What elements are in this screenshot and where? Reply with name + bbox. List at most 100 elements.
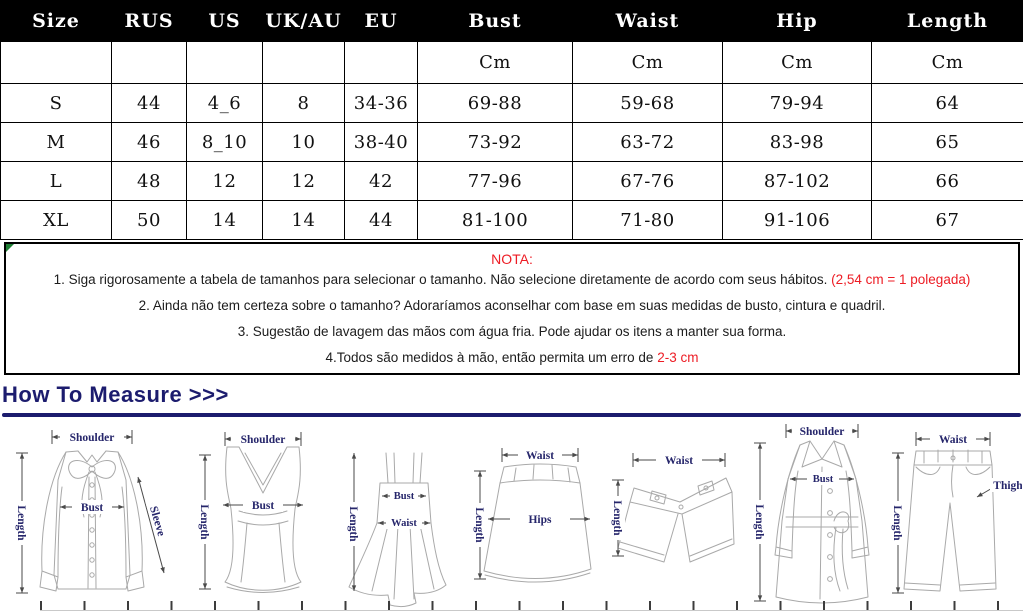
unit-cell-waist: Cm (572, 41, 723, 84)
cell: 10 (262, 122, 345, 162)
skirt-waist-label: Waist (526, 450, 554, 462)
cell: 14 (262, 200, 345, 240)
tank-shoulder-label: Shoulder (241, 434, 286, 446)
cell: 65 (871, 122, 1023, 162)
table-row-l: L 48 12 12 42 77-96 67-76 87-102 66 (0, 161, 1023, 201)
tank-top-diagram: Shoulder Length Bust (183, 427, 335, 612)
cell: 8 (262, 83, 345, 123)
measure-diagrams: Shoulder Length Bust Sleeve (0, 419, 1023, 613)
note-line-3: 3. Sugestão de lavagem das mãos com água… (237, 324, 787, 339)
table-row-xl: XL 50 14 14 44 81-100 71-80 91-106 67 (0, 200, 1023, 240)
unit-cell (111, 41, 187, 84)
col-header-ukau: UK/AU (262, 0, 345, 42)
tank-bust-label: Bust (252, 500, 275, 512)
pants-thigh-label: Thigh (993, 480, 1022, 492)
unit-cell (344, 41, 418, 84)
cell: 34-36 (344, 83, 418, 123)
note-line-4: 4.Todos são medidos à mão, então permita… (325, 350, 699, 365)
blouse-shoulder-label: Shoulder (70, 432, 115, 444)
col-header-bust: Bust (417, 0, 573, 42)
coat-diagram: Shoulder Length Bust (740, 421, 882, 613)
note-highlight: 2-3 cm (657, 350, 699, 365)
cell: XL (0, 200, 112, 240)
cell: 38-40 (344, 122, 418, 162)
cell: 81-100 (417, 200, 573, 240)
col-header-eu: EU (344, 0, 418, 42)
table-row-m: M 46 8_10 10 38-40 73-92 63-72 83-98 65 (0, 122, 1023, 162)
cell: 67-76 (572, 161, 723, 201)
tank-length-label: Length (198, 504, 210, 540)
coat-bust-label: Bust (813, 474, 834, 485)
unit-cell (186, 41, 263, 84)
cell: 91-106 (722, 200, 872, 240)
cell: L (0, 161, 112, 201)
blouse-length-label: Length (15, 505, 27, 541)
unit-cell-bust: Cm (417, 41, 573, 84)
cell: 42 (344, 161, 418, 201)
cell: 44 (111, 83, 187, 123)
cell: 77-96 (417, 161, 573, 201)
col-header-length: Length (871, 0, 1023, 42)
cell: 46 (111, 122, 187, 162)
table-row-s: S 44 4_6 8 34-36 69-88 59-68 79-94 64 (0, 83, 1023, 123)
unit-cell (0, 41, 112, 84)
dress-length-label: Length (347, 506, 359, 542)
cell: 67 (871, 200, 1023, 240)
cell: 50 (111, 200, 187, 240)
note-line-1: 1. Siga rigorosamente a tabela de tamanh… (53, 272, 971, 287)
blouse-diagram: Shoulder Length Bust Sleeve (2, 425, 182, 613)
cell: 73-92 (417, 122, 573, 162)
cell: 71-80 (572, 200, 723, 240)
cell: 12 (262, 161, 345, 201)
skirt-hips-label: Hips (528, 514, 552, 526)
cell: 59-68 (572, 83, 723, 123)
heading-rule (2, 413, 1021, 417)
cell: 8_10 (186, 122, 263, 162)
cell: 87-102 (722, 161, 872, 201)
notes-box: NOTA: 1. Siga rigorosamente a tabela de … (4, 242, 1020, 375)
notes-title: NOTA: (491, 251, 533, 267)
unit-cell-hip: Cm (722, 41, 872, 84)
col-header-hip: Hip (722, 0, 872, 42)
size-chart-table: Size RUS US UK/AU EU Bust Waist Hip Leng… (0, 0, 1023, 240)
corner-marker (6, 244, 14, 252)
table-header-row: Size RUS US UK/AU EU Bust Waist Hip Leng… (0, 0, 1023, 42)
dress-diagram: Length Bust Waist (336, 439, 458, 609)
cell: 48 (111, 161, 187, 201)
cell: 66 (871, 161, 1023, 201)
blouse-bust-label: Bust (81, 502, 104, 514)
cell: 4_6 (186, 83, 263, 123)
note-highlight: (2,54 cm = 1 polegada) (831, 272, 971, 287)
pants-diagram: Waist Length Thigh (880, 425, 1023, 613)
cell: M (0, 122, 112, 162)
pants-length-label: Length (891, 505, 903, 541)
grid-tick-strip (40, 601, 1023, 611)
dress-bust-label: Bust (394, 491, 415, 502)
pants-waist-label: Waist (939, 434, 967, 446)
cell: 44 (344, 200, 418, 240)
unit-cell (262, 41, 345, 84)
shorts-length-label: Length (611, 500, 623, 536)
cell: 69-88 (417, 83, 573, 123)
cell: 83-98 (722, 122, 872, 162)
shorts-waist-label: Waist (665, 455, 693, 467)
skirt-diagram: Waist Length Hips (458, 441, 593, 606)
col-header-size: Size (0, 0, 112, 42)
cell: 12 (186, 161, 263, 201)
cell: 64 (871, 83, 1023, 123)
skirt-length-label: Length (473, 507, 485, 543)
coat-shoulder-label: Shoulder (800, 426, 845, 438)
cell: 14 (186, 200, 263, 240)
col-header-rus: RUS (111, 0, 187, 42)
cell: 79-94 (722, 83, 872, 123)
cell: S (0, 83, 112, 123)
col-header-waist: Waist (572, 0, 723, 42)
col-header-us: US (186, 0, 263, 42)
unit-cell-length: Cm (871, 41, 1023, 84)
shorts-diagram: Waist Length (598, 444, 740, 604)
coat-length-label: Length (753, 504, 765, 540)
dress-waist-label: Waist (391, 518, 417, 529)
how-to-measure-heading: How To Measure >>> (2, 382, 229, 407)
note-line-2: 2. Ainda não tem certeza sobre o tamanho… (138, 298, 886, 313)
